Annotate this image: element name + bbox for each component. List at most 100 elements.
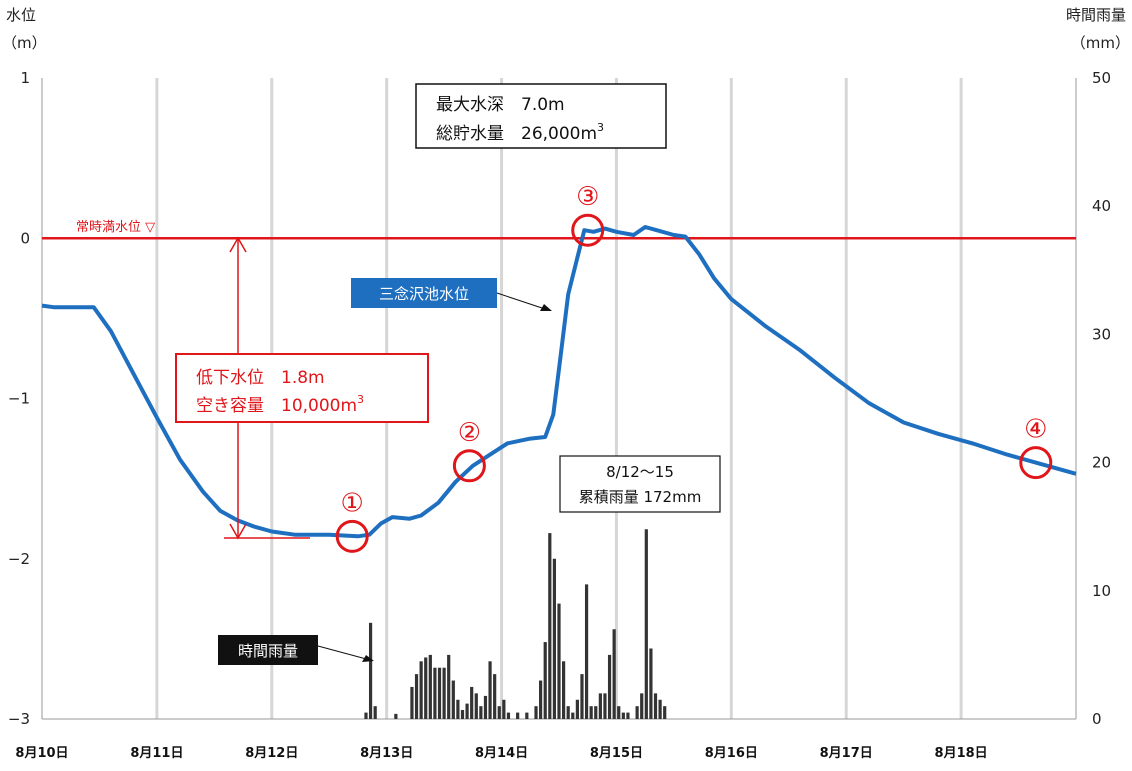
- rainfall-bar: [456, 699, 460, 719]
- x-ticks: 8月10日 8月11日 8月12日 8月13日 8月14日 8月15日 8月16日 8月17日…: [15, 746, 987, 761]
- rainfall-bar: [584, 584, 589, 719]
- rainfall-bar: [561, 661, 566, 719]
- x-tick-label: 8月12日: [245, 746, 298, 761]
- event-marker-circle: [452, 449, 486, 483]
- y-left-tick-label: −2: [8, 550, 30, 568]
- rainfall-bar: [589, 706, 593, 719]
- rain-period-text: 8/12～15: [606, 463, 674, 481]
- rain-total-box: 8/12～15 累積雨量 172mm: [559, 455, 721, 513]
- x-tick-label: 8月14日: [475, 746, 528, 761]
- rainfall-bar: [612, 629, 616, 719]
- rainfall-bar: [653, 693, 658, 719]
- x-tick-label: 8月18日: [935, 746, 988, 761]
- rainfall-bar: [571, 712, 575, 719]
- x-tick-label: 8月15日: [590, 746, 643, 761]
- y-right-label-line1: 時間雨量: [1066, 6, 1126, 24]
- rainfall-bar: [640, 693, 644, 719]
- svg-text:三念沢池水位: 三念沢池水位: [379, 285, 469, 303]
- rainfall-bar: [621, 712, 625, 719]
- event-markers: ① ② ③ ④: [335, 182, 1053, 553]
- total-storage-text: 総貯水量 26,000m3: [436, 121, 604, 144]
- rainfall-bar: [497, 706, 501, 719]
- rainfall-bar: [575, 699, 579, 719]
- y-left-tick-label: 1: [20, 69, 30, 87]
- rainfall-bar: [557, 603, 561, 719]
- rainfall-bar: [644, 529, 648, 719]
- rain-total-text: 累積雨量 172mm: [579, 488, 702, 506]
- rainfall-bar: [483, 695, 488, 719]
- rainfall-bar: [394, 713, 398, 719]
- event-marker-circle: [571, 213, 605, 247]
- rainfall-bar: [437, 667, 442, 719]
- rainfall-bar: [424, 657, 428, 719]
- max-depth-text: 最大水深 7.0m: [436, 95, 565, 115]
- x-tick-label: 8月13日: [360, 746, 413, 761]
- y-right-tick-label: 40: [1092, 197, 1111, 215]
- drop-level-text: 低下水位 1.8m: [196, 368, 325, 388]
- rainfall-bar: [410, 686, 414, 719]
- rainfall-bar: [364, 712, 368, 719]
- rainfall-series-label: 時間雨量: [218, 635, 374, 665]
- event-marker-number: ③: [576, 182, 599, 212]
- rainfall-bar: [470, 686, 474, 719]
- rainfall-bar: [658, 699, 662, 719]
- y-left-tick-label: 0: [20, 229, 30, 247]
- free-capacity-text: 空き容量 10,000m3: [196, 393, 364, 416]
- rainfall-bar: [580, 674, 584, 719]
- x-tick-label: 8月10日: [15, 746, 68, 761]
- rainfall-bar: [626, 712, 630, 719]
- rainfall-bar: [566, 706, 570, 719]
- x-tick-label: 8月11日: [130, 746, 183, 761]
- rainfall-bars: [364, 529, 667, 719]
- rainfall-bar: [447, 654, 451, 719]
- rainfall-bar: [428, 654, 432, 719]
- y-right-tick-label: 10: [1092, 582, 1111, 600]
- rainfall-bar: [594, 706, 598, 719]
- event-marker-number: ①: [341, 488, 364, 518]
- y-right-tick-label: 30: [1092, 325, 1111, 343]
- rainfall-bar: [506, 712, 511, 719]
- rainfall-bar: [414, 674, 419, 719]
- rainfall-bar: [603, 693, 607, 719]
- rainfall-bar: [617, 706, 621, 719]
- water-level-series-line: [41, 225, 1077, 539]
- rainfall-bar: [607, 654, 612, 719]
- drop-info-box: 低下水位 1.8m 空き容量 10,000m3: [175, 353, 429, 423]
- rainfall-bar: [649, 648, 653, 719]
- y-left-ticks: 1 0 −1 −2 −3: [8, 69, 30, 728]
- rainfall-bar: [552, 558, 557, 719]
- rainfall-bar: [433, 667, 437, 719]
- rainfall-bar: [419, 661, 423, 719]
- y-right-tick-label: 50: [1092, 69, 1111, 87]
- normal-full-water-level-label: 常時満水位 ▽: [76, 220, 155, 235]
- y-left-label-line2: （m）: [2, 34, 47, 52]
- x-tick-label: 8月16日: [705, 746, 758, 761]
- svg-text:時間雨量: 時間雨量: [238, 642, 298, 660]
- rainfall-bar: [663, 706, 667, 719]
- rainfall-bar: [442, 667, 446, 719]
- rainfall-bar: [598, 693, 602, 719]
- y-left-tick-label: −3: [8, 710, 30, 728]
- rainfall-bar: [534, 706, 538, 719]
- rainfall-bar: [488, 661, 492, 719]
- rainfall-bar: [548, 533, 552, 719]
- y-left-label-line1: 水位: [6, 6, 36, 24]
- rainfall-bar: [493, 674, 497, 719]
- event-marker-number: ④: [1024, 415, 1047, 445]
- rainfall-bar: [543, 642, 547, 719]
- rainfall-bar: [502, 699, 506, 719]
- rainfall-bar: [465, 703, 469, 719]
- event-marker-number: ②: [458, 418, 481, 448]
- x-tick-label: 8月17日: [820, 746, 873, 761]
- event-marker-circle: [335, 519, 369, 553]
- y-right-tick-label: 20: [1092, 454, 1111, 472]
- y-right-ticks: 50 40 30 20 10 0: [1092, 69, 1111, 728]
- rainfall-bar: [373, 706, 377, 719]
- event-marker-circle: [1019, 446, 1053, 480]
- rainfall-bar: [451, 680, 455, 719]
- reservoir-info-box: 最大水深 7.0m 総貯水量 26,000m3: [415, 83, 667, 149]
- rainfall-bar: [368, 622, 373, 719]
- y-left-tick-label: −1: [8, 390, 30, 408]
- y-right-label-line2: （mm）: [1071, 34, 1130, 52]
